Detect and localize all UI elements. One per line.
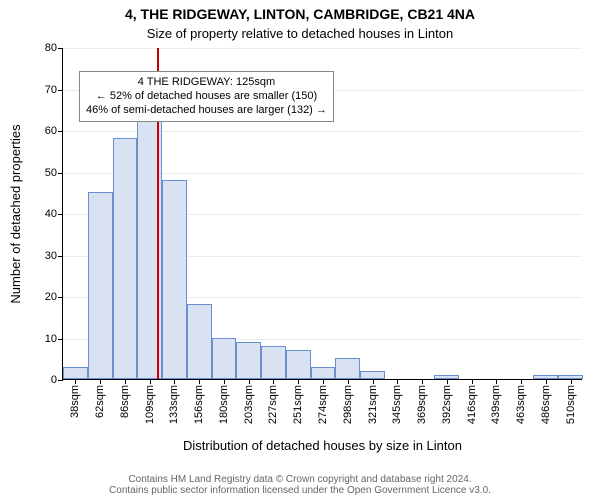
histogram-bar bbox=[533, 375, 558, 379]
ytick-mark bbox=[58, 339, 63, 340]
ytick-label: 60 bbox=[45, 125, 57, 137]
ytick-label: 20 bbox=[45, 291, 57, 303]
gridline-h bbox=[63, 48, 582, 49]
xtick-mark bbox=[521, 379, 522, 384]
chart-subtitle: Size of property relative to detached ho… bbox=[0, 26, 600, 41]
ytick-label: 30 bbox=[45, 250, 57, 262]
xtick-label: 416sqm bbox=[466, 385, 478, 424]
xtick-label: 227sqm bbox=[267, 385, 279, 424]
ytick-mark bbox=[58, 131, 63, 132]
ytick-mark bbox=[58, 297, 63, 298]
xtick-mark bbox=[199, 379, 200, 384]
xtick-mark bbox=[397, 379, 398, 384]
histogram-bar bbox=[63, 367, 88, 379]
xtick-mark bbox=[571, 379, 572, 384]
ytick-label: 0 bbox=[51, 374, 57, 386]
xtick-label: 298sqm bbox=[342, 385, 354, 424]
xtick-label: 251sqm bbox=[292, 385, 304, 424]
xtick-mark bbox=[150, 379, 151, 384]
xtick-label: 86sqm bbox=[119, 385, 131, 418]
footer-line-1: Contains HM Land Registry data © Crown c… bbox=[0, 474, 600, 485]
xtick-label: 156sqm bbox=[193, 385, 205, 424]
ytick-label: 50 bbox=[45, 167, 57, 179]
xtick-mark bbox=[273, 379, 274, 384]
xtick-mark bbox=[323, 379, 324, 384]
xtick-label: 439sqm bbox=[490, 385, 502, 424]
ytick-mark bbox=[58, 173, 63, 174]
y-axis-label: Number of detached properties bbox=[8, 124, 23, 303]
histogram-bar bbox=[360, 371, 385, 379]
xtick-label: 486sqm bbox=[540, 385, 552, 424]
xtick-mark bbox=[100, 379, 101, 384]
xtick-label: 369sqm bbox=[416, 385, 428, 424]
histogram-bar bbox=[212, 338, 237, 380]
histogram-bar bbox=[261, 346, 286, 379]
annotation-line-3: 46% of semi-detached houses are larger (… bbox=[86, 104, 327, 118]
histogram-bar bbox=[335, 358, 360, 379]
xtick-mark bbox=[125, 379, 126, 384]
xtick-mark bbox=[496, 379, 497, 384]
xtick-mark bbox=[472, 379, 473, 384]
xtick-label: 392sqm bbox=[441, 385, 453, 424]
xtick-mark bbox=[249, 379, 250, 384]
ytick-mark bbox=[58, 214, 63, 215]
histogram-bar bbox=[88, 192, 113, 379]
plot-area: 01020304050607080 38sqm62sqm86sqm109sqm1… bbox=[62, 48, 582, 380]
xtick-label: 510sqm bbox=[565, 385, 577, 424]
xtick-label: 203sqm bbox=[243, 385, 255, 424]
xtick-mark bbox=[447, 379, 448, 384]
annotation-line-1: 4 THE RIDGEWAY: 125sqm bbox=[86, 76, 327, 90]
xtick-label: 463sqm bbox=[515, 385, 527, 424]
xtick-label: 321sqm bbox=[367, 385, 379, 424]
histogram-bar bbox=[187, 304, 212, 379]
histogram-bar bbox=[558, 375, 583, 379]
histogram-bar bbox=[286, 350, 311, 379]
footer-attribution: Contains HM Land Registry data © Crown c… bbox=[0, 474, 600, 496]
xtick-label: 62sqm bbox=[94, 385, 106, 418]
ytick-label: 70 bbox=[45, 84, 57, 96]
histogram-bar bbox=[236, 342, 261, 379]
histogram-bar bbox=[113, 138, 138, 379]
x-axis-label: Distribution of detached houses by size … bbox=[63, 438, 582, 453]
xtick-mark bbox=[422, 379, 423, 384]
xtick-mark bbox=[174, 379, 175, 384]
xtick-label: 345sqm bbox=[391, 385, 403, 424]
ytick-mark bbox=[58, 380, 63, 381]
xtick-label: 109sqm bbox=[144, 385, 156, 424]
xtick-mark bbox=[224, 379, 225, 384]
ytick-mark bbox=[58, 256, 63, 257]
annotation-box: 4 THE RIDGEWAY: 125sqm ← 52% of detached… bbox=[79, 71, 334, 122]
xtick-label: 133sqm bbox=[168, 385, 180, 424]
ytick-mark bbox=[58, 90, 63, 91]
xtick-mark bbox=[298, 379, 299, 384]
chart-title: 4, THE RIDGEWAY, LINTON, CAMBRIDGE, CB21… bbox=[0, 6, 600, 22]
xtick-label: 38sqm bbox=[69, 385, 81, 418]
footer-line-2: Contains public sector information licen… bbox=[0, 485, 600, 496]
xtick-mark bbox=[75, 379, 76, 384]
xtick-mark bbox=[546, 379, 547, 384]
annotation-line-2: ← 52% of detached houses are smaller (15… bbox=[86, 90, 327, 104]
xtick-label: 180sqm bbox=[218, 385, 230, 424]
ytick-mark bbox=[58, 48, 63, 49]
xtick-mark bbox=[348, 379, 349, 384]
ytick-label: 40 bbox=[45, 208, 57, 220]
ytick-label: 10 bbox=[45, 333, 57, 345]
ytick-label: 80 bbox=[45, 42, 57, 54]
xtick-mark bbox=[373, 379, 374, 384]
histogram-bar bbox=[434, 375, 459, 379]
histogram-bar bbox=[311, 367, 336, 379]
xtick-label: 274sqm bbox=[317, 385, 329, 424]
histogram-bar bbox=[162, 180, 187, 379]
